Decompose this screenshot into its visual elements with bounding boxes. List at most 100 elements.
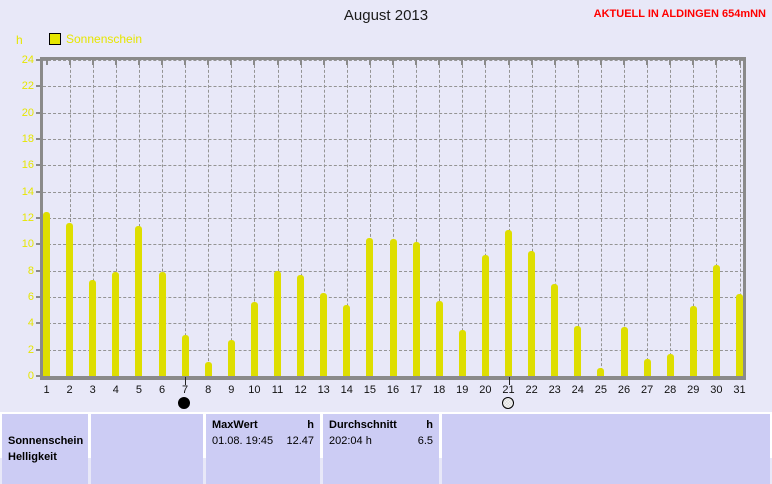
- maxwert-header: MaxWert: [212, 419, 258, 431]
- moon-tick-day-7: [185, 377, 187, 385]
- x-tick-top-11: [276, 60, 279, 65]
- maxwert-value: 12.47: [286, 435, 314, 447]
- bar-day-27: [643, 358, 651, 376]
- gridline-v-18: [439, 60, 441, 376]
- y-tick-4: [36, 322, 40, 325]
- new-moon-icon: [178, 397, 191, 409]
- y-tick-label-4: 4: [27, 317, 34, 330]
- x-tick-label-25: 25: [594, 384, 608, 396]
- y-tick-10: [36, 243, 40, 246]
- x-tick-top-3: [91, 60, 94, 65]
- bar-day-6: [158, 271, 166, 376]
- x-tick-top-10: [253, 60, 256, 65]
- bar-day-29: [689, 306, 697, 376]
- bar-day-20: [481, 254, 489, 376]
- x-tick-top-30: [715, 60, 718, 65]
- y-axis-unit-label: h: [16, 33, 23, 47]
- x-tick-top-22: [530, 60, 533, 65]
- y-tick-6: [36, 296, 40, 298]
- bar-day-31: [736, 294, 743, 376]
- gridline-v-5: [138, 60, 140, 376]
- y-tick-16: [36, 164, 40, 167]
- gridline-v-12: [300, 60, 302, 376]
- x-tick-top-28: [669, 60, 672, 65]
- y-tick-label-0: 0: [27, 370, 34, 382]
- x-tick-top-18: [438, 60, 441, 65]
- table-cell-empty: [91, 414, 203, 484]
- x-tick-label-6: 6: [158, 384, 166, 396]
- gridline-v-19: [462, 60, 464, 376]
- bar-day-8: [204, 361, 212, 376]
- x-tick-label-8: 8: [205, 384, 212, 396]
- bar-day-15: [366, 237, 374, 376]
- gridline-v-25: [600, 60, 602, 376]
- y-tick-label-8: 8: [27, 264, 34, 277]
- gridline-v-8: [208, 60, 210, 376]
- gridline-v-10: [254, 60, 256, 376]
- gridline-v-21: [508, 60, 510, 376]
- legend: Sonnenschein: [49, 32, 142, 46]
- bar-day-25: [597, 368, 605, 376]
- full-moon-icon: [501, 397, 514, 409]
- gridline-v-7: [185, 60, 187, 376]
- sensor-label-helligkeit: Helligkeit: [8, 451, 57, 463]
- durchschnitt-header: Durchschnitt: [329, 419, 397, 431]
- x-tick-label-21: 21: [502, 384, 515, 396]
- gridline-v-29: [693, 60, 695, 376]
- bar-day-13: [320, 293, 328, 376]
- gridline-v-6: [162, 60, 163, 376]
- gridline-v-28: [670, 60, 672, 376]
- x-tick-label-15: 15: [363, 384, 377, 396]
- maxwert-unit: h: [307, 419, 314, 431]
- bar-day-18: [435, 300, 443, 376]
- x-tick-top-16: [392, 60, 394, 65]
- x-tick-label-16: 16: [386, 384, 400, 396]
- gridline-v-17: [416, 60, 418, 376]
- x-tick-label-2: 2: [66, 384, 73, 396]
- gridline-v-20: [485, 60, 487, 376]
- chart-title: August 2013: [343, 7, 429, 24]
- x-tick-label-14: 14: [340, 384, 353, 396]
- durchschnitt-value: 6.5: [417, 435, 433, 447]
- bar-day-11: [274, 270, 281, 376]
- table-cell-sensor-labels: Sonnenschein Helligkeit: [2, 414, 88, 484]
- x-tick-label-3: 3: [89, 384, 96, 396]
- x-tick-label-10: 10: [248, 384, 261, 396]
- y-tick-label-20: 20: [21, 106, 34, 119]
- gridline-v-3: [92, 60, 94, 376]
- gridline-v-27: [647, 60, 649, 376]
- x-tick-top-21: [507, 60, 510, 65]
- gridline-v-11: [277, 60, 279, 376]
- x-tick-label-29: 29: [687, 384, 700, 396]
- y-tick-label-24: 24: [21, 54, 34, 66]
- bar-day-28: [666, 353, 674, 376]
- x-tick-top-7: [184, 60, 187, 65]
- x-tick-top-25: [599, 60, 602, 65]
- y-tick-0: [36, 375, 40, 377]
- x-tick-label-4: 4: [112, 384, 119, 396]
- bar-day-14: [343, 304, 351, 376]
- x-tick-top-19: [461, 60, 464, 65]
- y-tick-20: [36, 111, 40, 114]
- bar-day-17: [412, 241, 420, 376]
- y-tick-label-14: 14: [21, 185, 34, 198]
- y-tick-label-10: 10: [21, 238, 34, 251]
- x-tick-label-27: 27: [640, 384, 654, 396]
- y-tick-2: [36, 348, 40, 351]
- y-tick-label-22: 22: [21, 80, 34, 93]
- y-tick-label-6: 6: [27, 291, 34, 303]
- x-tick-top-1: [45, 60, 48, 65]
- bar-day-4: [112, 271, 120, 376]
- bar-day-22: [528, 250, 536, 376]
- x-tick-top-24: [576, 60, 579, 65]
- y-tick-8: [36, 269, 40, 272]
- gridline-v-26: [624, 60, 625, 376]
- sensor-label-sonnenschein: Sonnenschein: [8, 435, 84, 447]
- statistics-table: Sonnenschein Helligkeit MaxWert h 01.08.…: [0, 412, 772, 484]
- x-tick-top-29: [692, 60, 695, 65]
- x-tick-label-17: 17: [409, 384, 423, 396]
- x-tick-label-24: 24: [571, 384, 584, 396]
- x-tick-top-17: [415, 60, 418, 65]
- gridline-v-31: [739, 60, 741, 376]
- bar-day-1: [43, 211, 50, 376]
